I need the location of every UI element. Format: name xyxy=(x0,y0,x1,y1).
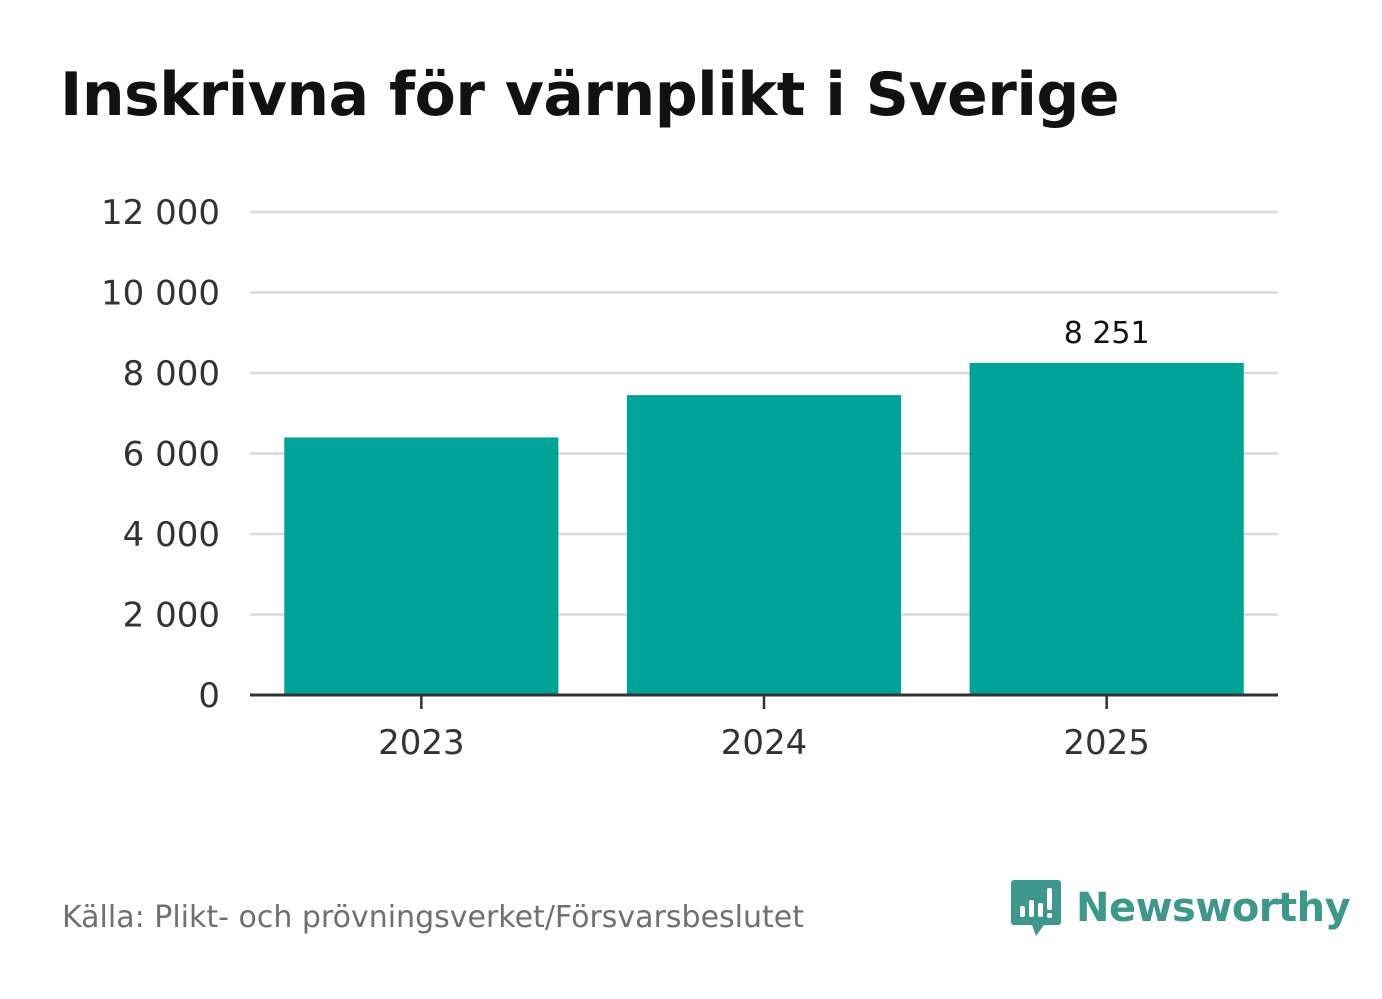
brand: Newsworthy xyxy=(1010,878,1351,938)
y-tick-label: 4 000 xyxy=(123,515,220,555)
source-note: Källa: Plikt- och prövningsverket/Försva… xyxy=(62,900,804,935)
data-label: 8 251 xyxy=(1064,316,1150,351)
chart-title: Inskrivna för värnplikt i Sverige xyxy=(60,60,1120,130)
y-tick-label: 6 000 xyxy=(123,435,220,475)
y-tick-label: 8 000 xyxy=(123,354,220,394)
y-tick-label: 0 xyxy=(198,676,220,716)
bar-2025 xyxy=(969,362,1244,695)
y-tick-label: 10 000 xyxy=(101,274,220,314)
y-tick-label: 2 000 xyxy=(123,596,220,636)
x-tick-label: 2023 xyxy=(378,723,465,763)
newsworthy-logo-icon xyxy=(1011,880,1061,936)
x-tick-label: 2025 xyxy=(1063,723,1150,763)
brand-name: Newsworthy xyxy=(1076,885,1351,931)
y-tick-label: 12 000 xyxy=(101,193,220,233)
bar-2024 xyxy=(626,395,902,695)
x-tick-label: 2024 xyxy=(721,723,808,763)
bar-2023 xyxy=(284,437,559,695)
